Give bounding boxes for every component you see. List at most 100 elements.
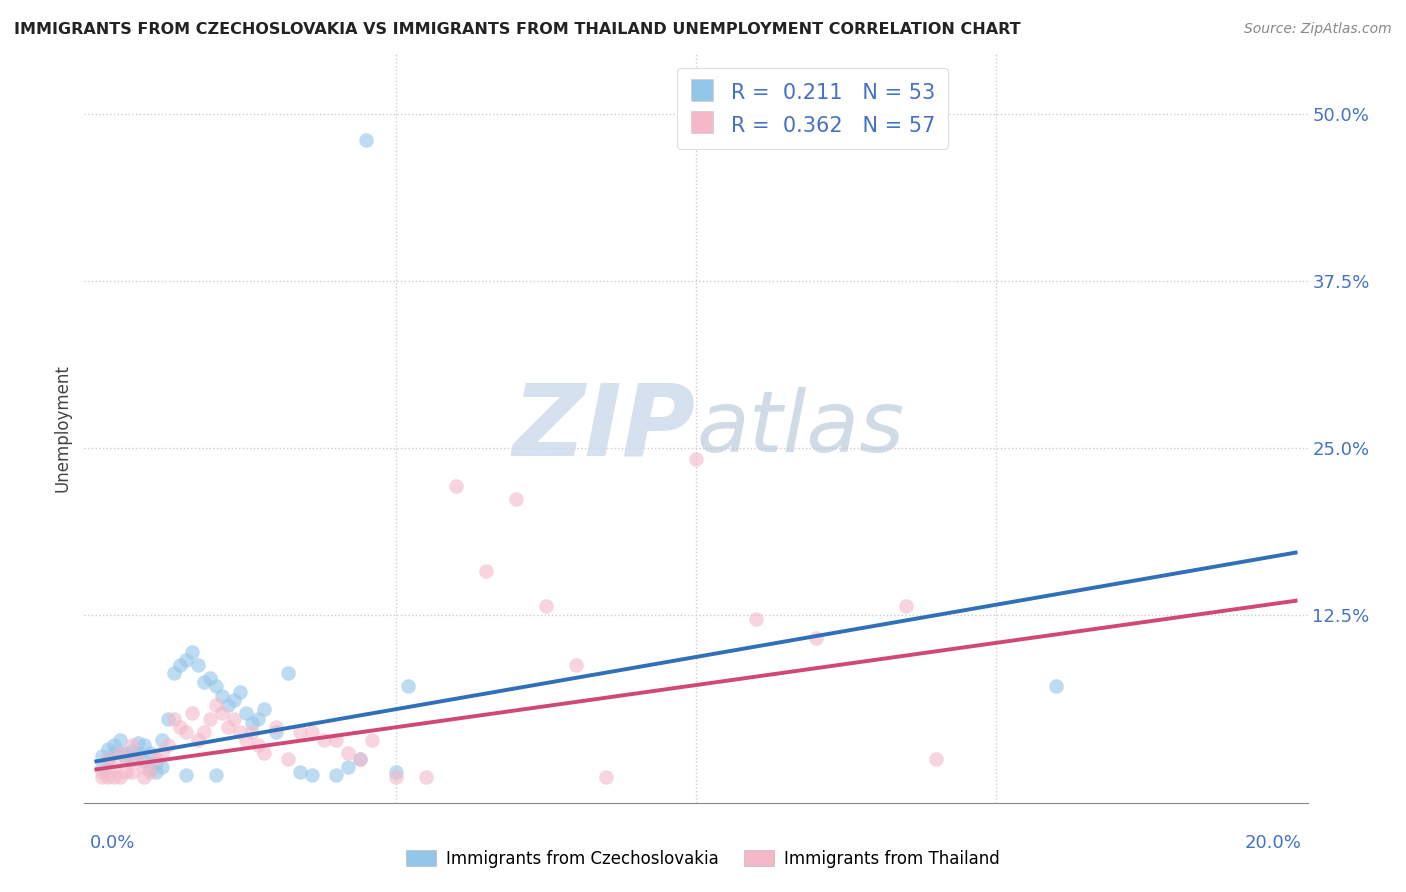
Point [337, 760, 360, 774]
Text: atlas: atlas [696, 386, 904, 470]
Point [174, 653, 197, 667]
Point [385, 771, 408, 785]
Point [110, 746, 132, 760]
Point [150, 733, 173, 747]
Point [115, 751, 138, 765]
Point [91, 765, 114, 780]
Point [290, 724, 312, 739]
Point [217, 698, 239, 712]
Point [290, 765, 312, 780]
Point [444, 479, 467, 493]
Text: ZIP: ZIP [513, 380, 696, 476]
Point [127, 751, 149, 765]
Point [277, 666, 299, 681]
Point [325, 733, 347, 747]
Point [97, 751, 120, 765]
Point [505, 492, 527, 507]
Point [415, 771, 437, 785]
Point [110, 733, 132, 747]
Point [97, 742, 120, 756]
Point [157, 739, 180, 753]
Point [247, 712, 270, 726]
Point [187, 658, 209, 673]
Point [224, 712, 246, 726]
Point [110, 746, 132, 760]
Point [565, 658, 588, 673]
Text: 20.0%: 20.0% [1244, 833, 1302, 852]
Point [115, 746, 138, 760]
Text: Source: ZipAtlas.com: Source: ZipAtlas.com [1244, 22, 1392, 37]
Point [205, 698, 228, 712]
Point [163, 666, 186, 681]
Point [745, 613, 768, 627]
Y-axis label: Unemployment: Unemployment [53, 364, 72, 492]
Point [894, 599, 917, 614]
Point [205, 680, 228, 694]
Point [277, 751, 299, 765]
Point [91, 749, 114, 764]
Point [115, 765, 138, 780]
Point [354, 134, 377, 148]
Point [301, 724, 323, 739]
Point [157, 712, 180, 726]
Text: IMMIGRANTS FROM CZECHOSLOVAKIA VS IMMIGRANTS FROM THAILAND UNEMPLOYMENT CORRELAT: IMMIGRANTS FROM CZECHOSLOVAKIA VS IMMIGR… [14, 22, 1021, 37]
Point [139, 746, 162, 760]
Point [169, 658, 191, 673]
Point [385, 765, 408, 780]
Point [163, 712, 186, 726]
Point [127, 746, 149, 760]
Point [103, 746, 125, 760]
Point [103, 739, 125, 753]
Text: 0.0%: 0.0% [90, 833, 136, 852]
Point [97, 771, 120, 785]
Point [247, 739, 270, 753]
Point [314, 733, 336, 747]
Point [181, 706, 204, 721]
Point [187, 733, 209, 747]
Point [349, 751, 371, 765]
Point [174, 767, 197, 781]
Point [264, 724, 287, 739]
Point [253, 702, 276, 716]
Point [229, 724, 252, 739]
Point [211, 689, 233, 703]
Point [127, 735, 149, 749]
Point [103, 760, 125, 774]
Point [205, 767, 228, 781]
Point [97, 751, 120, 765]
Point [396, 680, 419, 694]
Point [685, 452, 707, 467]
Point [134, 760, 156, 774]
Point [240, 715, 263, 730]
Point [337, 746, 360, 760]
Legend: Immigrants from Czechoslovakia, Immigrants from Thailand: Immigrants from Czechoslovakia, Immigran… [399, 844, 1007, 875]
Point [224, 693, 246, 707]
Point [211, 706, 233, 721]
Point [121, 751, 143, 765]
Point [145, 751, 167, 765]
Point [134, 739, 156, 753]
Point [193, 675, 215, 690]
Point [361, 733, 384, 747]
Point [217, 719, 239, 733]
Point [134, 771, 156, 785]
Point [1045, 680, 1067, 694]
Point [145, 765, 167, 780]
Point [475, 565, 498, 579]
Point [229, 685, 252, 699]
Point [200, 672, 222, 686]
Point [150, 746, 173, 760]
Point [91, 771, 114, 785]
Point [253, 746, 276, 760]
Point [925, 751, 948, 765]
Point [134, 755, 156, 769]
Point [181, 644, 204, 658]
Point [349, 751, 371, 765]
Point [121, 765, 143, 780]
Point [193, 724, 215, 739]
Point [301, 767, 323, 781]
Legend: R =  0.211   N = 53, R =  0.362   N = 57: R = 0.211 N = 53, R = 0.362 N = 57 [676, 68, 948, 149]
Point [264, 719, 287, 733]
Point [150, 760, 173, 774]
Point [121, 744, 143, 758]
